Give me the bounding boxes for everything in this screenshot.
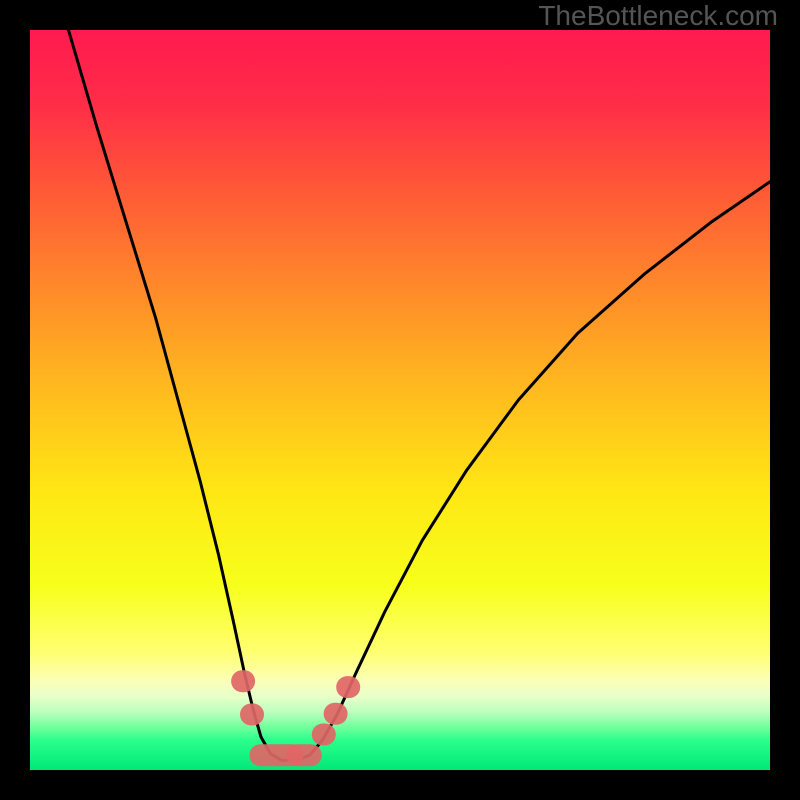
plot-area [30,30,770,770]
chart-frame [30,30,770,770]
curve-marker [240,704,264,726]
curve-marker [286,744,322,766]
curve-marker [231,670,255,692]
watermark-text: TheBottleneck.com [538,0,778,32]
bottleneck-curve [68,30,770,760]
curve-layer [30,30,770,770]
marker-group [231,670,360,766]
curve-marker [324,703,348,725]
curve-marker [336,676,360,698]
curve-marker [312,723,336,745]
